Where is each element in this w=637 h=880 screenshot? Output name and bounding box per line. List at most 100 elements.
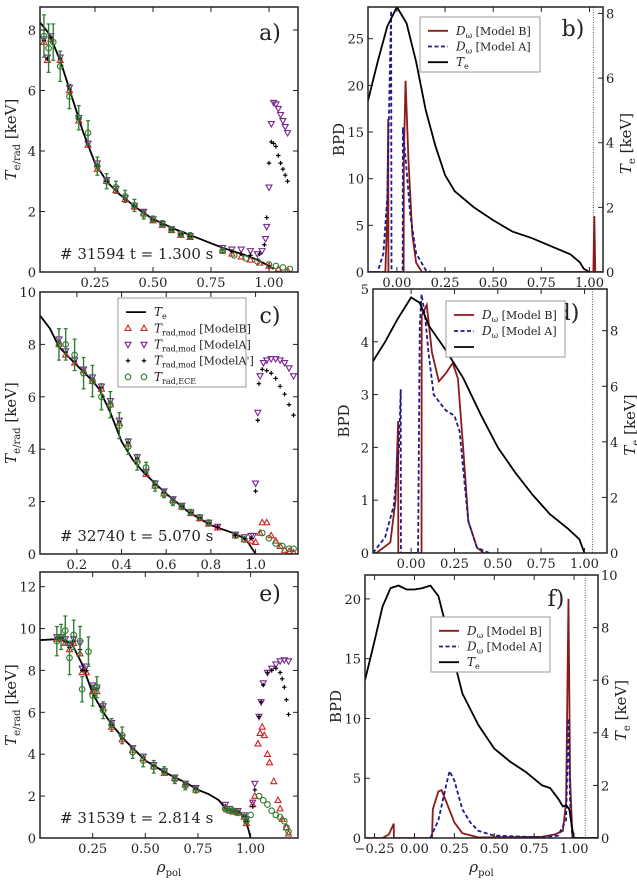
y-tick-label: 8 [28, 338, 36, 353]
y2-tick-label: 4 [606, 137, 614, 152]
legend: Dω [Model B]Dω [Model A] [445, 300, 566, 358]
y2-tick-label: 8 [601, 622, 609, 637]
data-point [286, 402, 292, 407]
x-tick-label: 0.4 [111, 558, 132, 573]
data-point [78, 668, 87, 676]
label-main: T [2, 735, 20, 746]
data-point [192, 786, 200, 794]
data-point [276, 804, 285, 812]
data-point [251, 480, 260, 488]
legend-label: Te [456, 55, 469, 71]
data-point [46, 33, 55, 41]
label-main: BPD [330, 123, 348, 156]
x-tick-label: 0.75 [183, 842, 212, 857]
y2-tick-label: 6 [601, 674, 609, 689]
legend-item: Dω [Model A] [428, 40, 531, 56]
data-point [56, 62, 64, 70]
legend-sub: rad,mod [162, 361, 196, 370]
series-tri-up [40, 34, 291, 272]
series-line-0 [373, 301, 485, 553]
data-point [290, 545, 297, 553]
data-point [103, 177, 110, 185]
series-tri-down [40, 33, 292, 259]
data-point [290, 548, 297, 554]
data-point [280, 817, 288, 825]
data-point [263, 749, 272, 757]
data-point [70, 631, 78, 639]
data-point [84, 129, 92, 137]
data-point [45, 44, 52, 52]
x-tick-label: 0.75 [527, 276, 556, 291]
label-sub: e/rad [12, 709, 23, 736]
data-point [278, 117, 287, 126]
data-point [218, 246, 227, 254]
data-point [115, 422, 123, 429]
data-point [276, 153, 281, 158]
data-point [291, 412, 296, 418]
data-point [256, 381, 262, 386]
legend-rest: [Model B] [498, 309, 557, 322]
series-circle [55, 328, 297, 553]
data-point [227, 246, 236, 254]
y-tick-label: 4 [28, 748, 36, 763]
y-tick-label: 10 [347, 173, 364, 188]
data-point [40, 32, 48, 40]
legend-label: Dω [Model B] [481, 308, 557, 324]
y-tick-label: 5 [353, 772, 361, 787]
x-tick-label: 0.25 [440, 842, 469, 857]
axes-frame [372, 288, 608, 554]
data-point [265, 534, 273, 542]
x-tick-label: 0.50 [480, 842, 509, 857]
legend-main: D [455, 24, 466, 38]
data-point [215, 525, 220, 530]
data-point [230, 252, 238, 259]
y-tick-label: 0 [28, 548, 36, 563]
legend-item: Dω [Model B] [439, 624, 542, 640]
data-point [118, 732, 126, 739]
data-point [99, 706, 107, 714]
legend-item: Te [126, 305, 167, 321]
plot-area [368, 7, 603, 272]
legend-main: T [467, 655, 476, 669]
data-point [276, 813, 284, 821]
data-point [258, 699, 264, 705]
label-sub: e [627, 158, 637, 164]
data-point [260, 731, 269, 739]
y-tick-label: 1 [361, 494, 369, 509]
data-point [284, 829, 293, 837]
data-point [269, 99, 278, 107]
data-point [274, 105, 283, 113]
legend-item: Dω [Model B] [428, 24, 531, 40]
panel-b: 0.00 0.25 0.50 0.75 1.00051015202502468BPDTe… [330, 6, 637, 291]
axis-label: Te [keV] [617, 113, 637, 174]
legend-item: Trad,mod [ModelB] [124, 321, 251, 337]
axis-label: ρpol [156, 858, 181, 879]
axes-frame [39, 571, 299, 839]
y2-tick-label: 8 [610, 325, 618, 340]
data-point [267, 356, 276, 364]
data-point [181, 782, 189, 789]
legend-rest: [Model B] [483, 625, 542, 638]
label-main: T [2, 453, 20, 464]
legend-item: Trad,mod [ModelA'] [125, 354, 254, 370]
label-main: T [612, 730, 630, 741]
x-tick-label: 0.50 [139, 276, 168, 291]
x-tick-label: 0.00 [397, 557, 426, 572]
shot-annotation: # 31594 t = 1.300 s [60, 245, 213, 263]
data-point [240, 535, 249, 543]
legend-main: T [154, 338, 163, 352]
data-point [285, 179, 290, 184]
data-point [112, 183, 120, 191]
legend-main: D [455, 40, 466, 54]
y-tick-label: 10 [344, 712, 361, 727]
data-point [84, 668, 89, 673]
data-point [89, 377, 96, 385]
series-line-1 [368, 10, 432, 272]
y2-tick-label: 0 [610, 547, 618, 562]
data-point [280, 166, 286, 172]
plot-area [40, 615, 293, 838]
legend-rest: [Model A] [498, 325, 556, 338]
data-point [269, 139, 274, 145]
y-tick-label: 0 [28, 832, 36, 847]
data-point [273, 666, 279, 671]
